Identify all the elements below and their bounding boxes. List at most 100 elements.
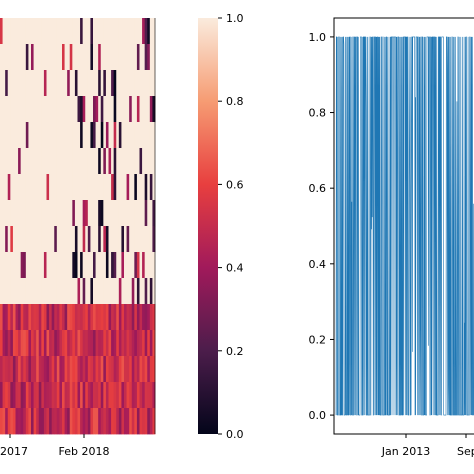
heatmap-cell <box>33 18 37 45</box>
heatmap-cell <box>46 382 50 409</box>
heatmap-cell <box>139 122 143 149</box>
heatmap-cell <box>124 304 127 331</box>
heatmap-cell <box>116 408 120 435</box>
heatmap-cell <box>149 122 153 149</box>
heatmap-cell <box>116 18 120 45</box>
heatmap-cell <box>93 304 96 331</box>
heatmap-cell <box>103 278 107 305</box>
heatmap-cell <box>5 18 9 45</box>
heatmap-cell <box>23 96 27 123</box>
heatmap-cell <box>0 408 3 435</box>
heatmap-cell <box>36 18 40 45</box>
heatmap-cell <box>103 70 107 97</box>
heatmap-cell <box>131 356 135 383</box>
heatmap-cell <box>111 96 115 123</box>
heatmap-cell <box>142 70 146 97</box>
heatmap-cell <box>98 174 102 201</box>
heatmap-cell <box>105 148 109 175</box>
heatmap-cell <box>59 200 63 227</box>
heatmap-cell <box>126 18 130 45</box>
heatmap-cell <box>147 44 151 71</box>
heatmap-cell <box>93 382 96 409</box>
heatmap-cell <box>38 70 42 97</box>
heatmap-cell <box>18 382 22 409</box>
heatmap-cell <box>33 44 37 71</box>
colorbar-tick-label: 0.8 <box>226 95 244 108</box>
heatmap-cell <box>149 174 153 201</box>
heatmap-cell <box>33 356 37 383</box>
heatmap-cell <box>142 174 146 201</box>
heatmap-cell <box>72 278 76 305</box>
heatmap-cell <box>31 70 34 97</box>
heatmap-cell <box>129 226 133 253</box>
heatmap-cell <box>126 70 130 97</box>
heatmap-cell <box>80 330 84 357</box>
heatmap-cell <box>139 252 143 279</box>
heatmap-cell <box>20 148 24 175</box>
heatmap-cell <box>116 174 120 201</box>
heatmap-cell <box>103 44 107 71</box>
heatmap-cell <box>105 278 109 305</box>
heatmap-cell <box>7 148 11 175</box>
heatmap-cell <box>80 356 84 383</box>
line-x-tick-label: Jan 2013 <box>381 445 430 458</box>
heatmap-cell <box>93 148 96 175</box>
heatmap-cell <box>131 18 135 45</box>
heatmap-cell <box>149 226 153 253</box>
heatmap-cell <box>46 252 50 279</box>
heatmap-cell <box>131 44 135 71</box>
heatmap-cell <box>5 278 9 305</box>
line-y-tick-label: 0.4 <box>309 258 327 271</box>
heatmap-cell <box>136 304 140 331</box>
heatmap-cell <box>10 96 14 123</box>
heatmap-cell <box>54 174 58 201</box>
heatmap-cell <box>20 44 24 71</box>
heatmap-cell <box>12 148 16 175</box>
heatmap-cell <box>54 122 58 149</box>
heatmap-cell <box>149 382 153 409</box>
heatmap-cell <box>72 200 76 227</box>
heatmap-cell <box>77 330 81 357</box>
heatmap-cell <box>142 278 146 305</box>
heatmap-cell <box>46 356 50 383</box>
heatmap-cell <box>23 44 27 71</box>
heatmap-cell <box>147 408 151 435</box>
heatmap-cell <box>36 226 40 253</box>
heatmap-cell <box>82 70 86 97</box>
heatmap-cell <box>5 96 9 123</box>
heatmap-cell <box>38 252 42 279</box>
heatmap-cell <box>121 122 125 149</box>
heatmap-cell <box>10 122 14 149</box>
heatmap-cell <box>10 70 14 97</box>
heatmap-cell <box>15 356 19 383</box>
heatmap-cell <box>0 122 3 149</box>
heatmap-cell <box>111 278 115 305</box>
heatmap-cell <box>20 356 24 383</box>
heatmap-cell <box>142 18 146 45</box>
heatmap-cell <box>54 18 58 45</box>
heatmap-cell <box>15 96 19 123</box>
heatmap-cell <box>136 18 140 45</box>
heatmap-cell <box>77 70 81 97</box>
heatmap-x-ticks: r 2017 Feb 2018 <box>0 434 109 458</box>
heatmap-cell <box>54 252 58 279</box>
heatmap-cell <box>7 252 11 279</box>
heatmap-cell <box>51 70 55 97</box>
heatmap-cell <box>28 148 32 175</box>
heatmap-cell <box>77 252 81 279</box>
heatmap-cell <box>25 200 29 227</box>
line-series <box>335 36 474 416</box>
heatmap-cell <box>136 408 140 435</box>
heatmap-cell <box>98 356 102 383</box>
heatmap-cell <box>74 148 78 175</box>
heatmap-cell <box>136 330 140 357</box>
heatmap-cell <box>116 278 120 305</box>
heatmap-cell <box>20 70 24 97</box>
heatmap-cell <box>46 408 50 435</box>
heatmap-cell <box>103 252 107 279</box>
heatmap-cell <box>31 174 34 201</box>
heatmap-cell <box>113 330 117 357</box>
heatmap-cell <box>149 408 153 435</box>
heatmap-cell <box>49 408 53 435</box>
colorbar-tick-label: 0.6 <box>226 178 244 191</box>
